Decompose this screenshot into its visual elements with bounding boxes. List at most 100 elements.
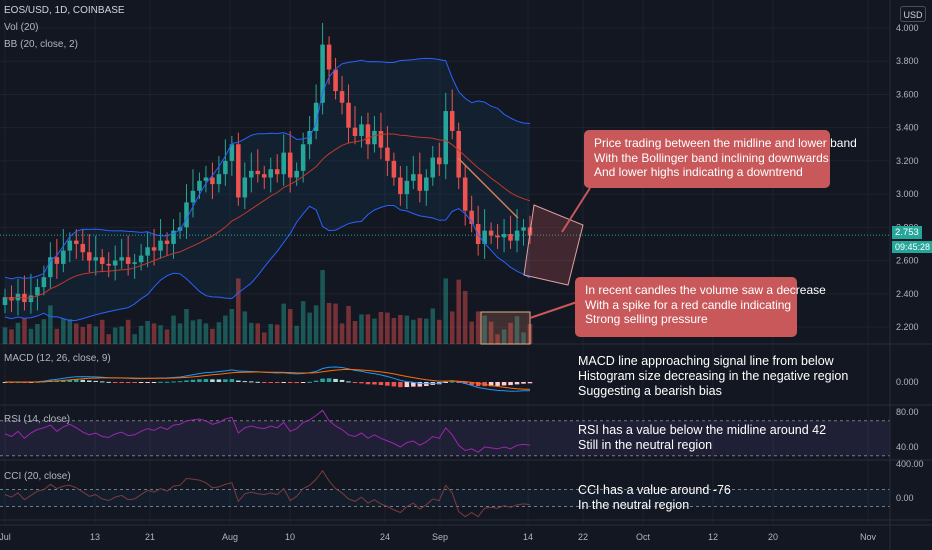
volume-bar: [203, 323, 209, 344]
candle-body: [313, 102, 319, 131]
candle-body: [404, 180, 410, 195]
price-tick-label: 2.200: [896, 322, 919, 332]
time-tick-label: 10: [285, 532, 295, 542]
volume-bar: [9, 329, 14, 344]
candle-body: [151, 247, 157, 251]
volume-bar: [475, 311, 481, 344]
bb-legend[interactable]: BB (20, close, 2): [4, 39, 78, 50]
volume-bar: [436, 319, 442, 344]
candle-body: [184, 202, 189, 228]
candle-body: [514, 230, 520, 241]
macd-histogram-bar: [372, 382, 377, 385]
bollinger-band-fill: [5, 58, 530, 321]
volume-bar: [339, 323, 345, 344]
macd-histogram-bar: [242, 381, 248, 383]
macd-histogram-bar: [501, 382, 507, 386]
macd-histogram-bar: [488, 382, 494, 387]
macd-histogram-bar: [339, 379, 345, 382]
candle-body: [326, 44, 332, 70]
signal-line: [5, 368, 531, 390]
candle-body: [391, 160, 397, 178]
volume-bar: [249, 322, 254, 344]
bollinger-lower-line: [4, 205, 531, 322]
volume-bar: [171, 315, 176, 344]
volume-bar: [501, 329, 507, 344]
volume-bar: [268, 324, 274, 344]
candle-body: [112, 260, 118, 266]
candle-body: [249, 170, 254, 178]
macd-tick-label: 0.000: [896, 377, 919, 387]
candle-body: [378, 130, 384, 148]
volume-highlight-box: [480, 311, 531, 345]
macd-legend[interactable]: MACD (12, 26, close, 9): [4, 353, 111, 364]
macd-histogram-bar: [67, 379, 73, 382]
volume-bar: [320, 270, 325, 344]
macd-histogram-bar: [255, 381, 261, 383]
candle-body: [171, 230, 176, 244]
volume-bar: [35, 324, 40, 344]
volume-bars: [2, 270, 533, 344]
macd-histogram-bar: [307, 381, 312, 383]
volume-bar: [67, 319, 73, 344]
price-tick-label: 3.200: [896, 156, 919, 166]
time-tick-label: 22: [578, 532, 588, 542]
volume-bar: [145, 321, 150, 344]
macd-histogram-bar: [93, 380, 99, 382]
vol-legend[interactable]: Vol (20): [4, 22, 39, 33]
macd-histogram-bar: [287, 382, 293, 383]
candle-body: [48, 257, 53, 278]
macd-histogram-bar: [125, 382, 131, 383]
volume-bar: [74, 323, 79, 344]
volume-bar: [281, 303, 286, 344]
volume-bar: [125, 319, 131, 344]
candle-body: [274, 169, 280, 175]
macd-note: MACD line approaching signal line from b…: [578, 354, 848, 399]
cci-legend[interactable]: CCI (20, close): [4, 471, 71, 482]
bollinger-callout[interactable]: Price trading between the midline and lo…: [584, 130, 857, 188]
candle-body: [281, 152, 286, 175]
candle-body: [430, 157, 436, 178]
macd-histogram-bar: [106, 381, 111, 383]
macd-histogram-bar: [294, 382, 299, 384]
candle-body: [223, 160, 228, 175]
volume-bar: [236, 278, 241, 344]
volume-bar: [300, 301, 306, 344]
candle-body: [86, 252, 92, 261]
macd-histogram-bar: [177, 381, 183, 383]
rsi-line: [4, 409, 531, 453]
candle-body: [372, 130, 377, 145]
symbol-legend[interactable]: EOS/USD, 1D, COINBASE: [4, 5, 125, 16]
macd-histogram-bar: [223, 379, 228, 382]
candle-body: [365, 124, 371, 145]
volume-callout[interactable]: In recent candles the volume saw a decre…: [575, 277, 826, 337]
rsi-tick-label: 80.00: [896, 407, 919, 417]
callout-line: And lower highs indicating a downtrend: [594, 165, 803, 179]
candle-body: [398, 177, 403, 195]
note-line: Still in the neutral region: [578, 438, 713, 452]
currency-badge[interactable]: USD: [900, 6, 926, 22]
macd-histogram-bar: [462, 382, 468, 384]
macd-histogram-bar: [359, 382, 364, 384]
callout-pointer: [561, 187, 591, 233]
macd-histogram-bar: [99, 381, 105, 383]
macd-histogram-bar: [86, 380, 92, 382]
macd-histogram-bar: [398, 382, 403, 388]
rsi-legend[interactable]: RSI (14, close): [4, 414, 71, 425]
candle-body: [333, 69, 338, 92]
volume-bar: [242, 311, 248, 344]
candle-body: [320, 44, 325, 103]
volume-bar: [197, 319, 202, 344]
macd-histogram-bar: [197, 379, 202, 382]
candle-body: [294, 170, 299, 178]
volume-bar: [424, 318, 429, 344]
volume-bar: [48, 305, 53, 344]
macd-histogram-bar: [508, 382, 513, 386]
lower-highs-trendline: [457, 157, 519, 219]
volume-bar: [462, 291, 468, 344]
price-tick-label: 3.400: [896, 123, 919, 133]
volume-bar: [411, 319, 416, 344]
macd-histogram-bar: [274, 382, 280, 383]
candle-body: [229, 144, 235, 161]
volume-bar: [15, 322, 21, 344]
